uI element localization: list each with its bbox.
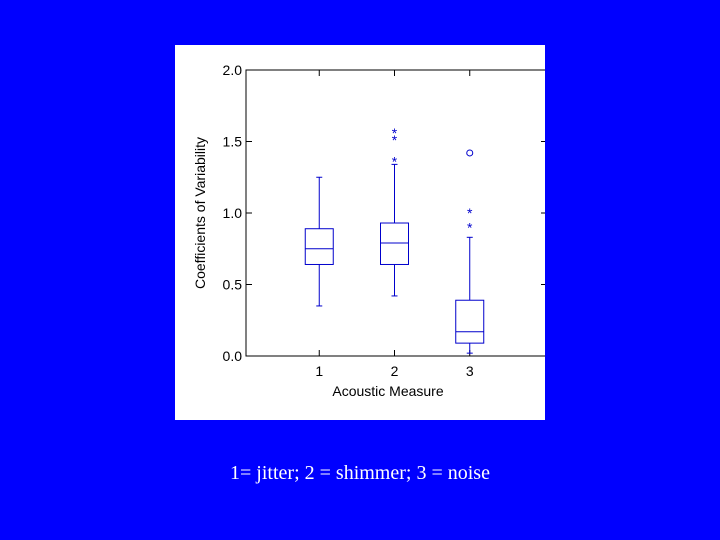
y-tick-label: 0.5 xyxy=(223,277,243,293)
box-1 xyxy=(304,176,334,307)
y-tick-label: 0.0 xyxy=(223,348,243,364)
boxes: ***** xyxy=(304,125,485,354)
outlier-star: * xyxy=(392,154,398,170)
outlier-star: * xyxy=(392,125,398,141)
box-3: ** xyxy=(455,149,485,354)
plot-frame xyxy=(245,69,545,357)
x-tick-label: 3 xyxy=(466,363,474,379)
box-iqr xyxy=(455,299,485,344)
x-ticks: 1 2 3 xyxy=(315,70,474,379)
outlier-star: * xyxy=(392,132,398,148)
outlier-star: * xyxy=(467,205,473,221)
box-iqr xyxy=(304,228,334,265)
y-tick-label: 2.0 xyxy=(223,62,243,78)
outlier-star: * xyxy=(467,219,473,235)
y-ticks: 0.0 0.5 1.0 1.5 2.0 xyxy=(223,62,545,364)
x-axis-label: Acoustic Measure xyxy=(332,383,443,399)
y-tick-label: 1.0 xyxy=(223,205,243,221)
y-axis-label: Coefficients of Variability xyxy=(192,137,208,289)
caption: 1= jitter; 2 = shimmer; 3 = noise xyxy=(230,462,490,484)
x-tick-label: 1 xyxy=(315,363,323,379)
box-iqr xyxy=(380,222,409,265)
outlier-circle xyxy=(466,149,474,157)
x-tick-label: 2 xyxy=(391,363,399,379)
box-2: *** xyxy=(380,125,409,297)
y-tick-label: 1.5 xyxy=(223,134,243,150)
